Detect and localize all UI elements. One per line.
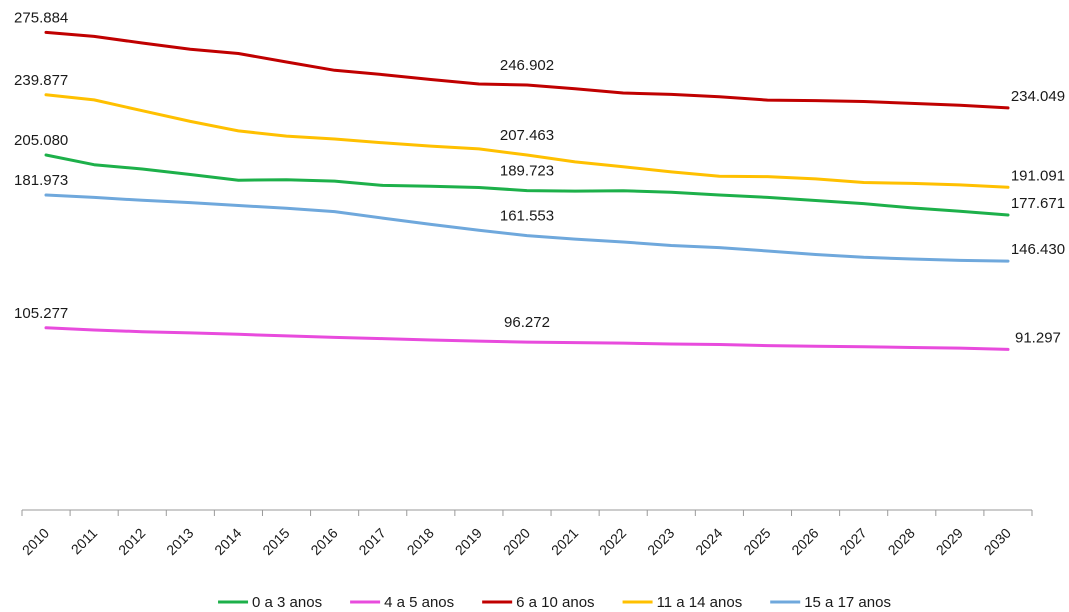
series-line: [44, 30, 1010, 110]
legend-label: 4 a 5 anos: [384, 594, 454, 611]
data-label: 146.430: [1011, 241, 1065, 258]
x-tick-label: 2020: [500, 525, 533, 558]
data-labels: 205.080 189.723 177.671 105.277 96.272 91.297…: [14, 9, 1065, 346]
data-label: 205.080: [14, 132, 68, 149]
x-tick-label: 2012: [115, 525, 148, 558]
x-tick-label: 2019: [452, 525, 485, 558]
data-label: 246.902: [500, 57, 554, 74]
data-label: 91.297: [1015, 329, 1061, 346]
x-tick-label: 2024: [692, 525, 725, 558]
data-label: 191.091: [1011, 167, 1065, 184]
x-tick-label: 2027: [836, 525, 869, 558]
data-label: 234.049: [1011, 88, 1065, 105]
series-line: [44, 153, 1010, 217]
legend-label: 15 a 17 anos: [804, 594, 891, 611]
x-tick-label: 2022: [596, 525, 629, 558]
x-tick-label: 2013: [163, 525, 196, 558]
x-tick-label: 2018: [404, 525, 437, 558]
data-label: 189.723: [500, 163, 554, 180]
legend: 0 a 3 anos 4 a 5 anos 6 a 10 anos 11 a 14 a…: [218, 594, 891, 611]
data-label: 177.671: [1011, 195, 1065, 212]
x-tick-label: 2010: [19, 525, 52, 558]
series-line: [44, 193, 1010, 263]
data-label: 105.277: [14, 305, 68, 322]
x-tick-label: 2011: [68, 525, 101, 558]
legend-label: 6 a 10 anos: [516, 594, 594, 611]
x-tick-label: 2017: [355, 525, 388, 558]
x-tick-label: 2029: [933, 525, 966, 558]
series-line: [44, 93, 1010, 189]
data-label: 207.463: [500, 127, 554, 144]
data-label: 161.553: [500, 208, 554, 225]
x-tick-label: 2021: [548, 525, 581, 558]
x-tick-label: 2016: [307, 525, 340, 558]
data-label: 181.973: [14, 172, 68, 189]
x-tick-label: 2028: [885, 525, 918, 558]
x-axis: 2010 2011 2012 2013 2014 2015 2016 2017 2018 2019…: [19, 509, 1033, 558]
data-label: 96.272: [504, 314, 550, 331]
x-tick-label: 2014: [211, 525, 244, 558]
series-line: [44, 326, 1010, 351]
series-layer: [44, 30, 1010, 351]
legend-label: 0 a 3 anos: [252, 594, 322, 611]
data-label: 275.884: [14, 9, 68, 26]
legend-label: 11 a 14 anos: [657, 594, 743, 611]
x-tick-label: 2023: [644, 525, 677, 558]
x-tick-label: 2030: [981, 525, 1014, 558]
x-tick-label: 2025: [740, 525, 773, 558]
data-label: 239.877: [14, 72, 68, 89]
x-tick-label: 2026: [788, 525, 821, 558]
x-tick-label: 2015: [259, 525, 292, 558]
